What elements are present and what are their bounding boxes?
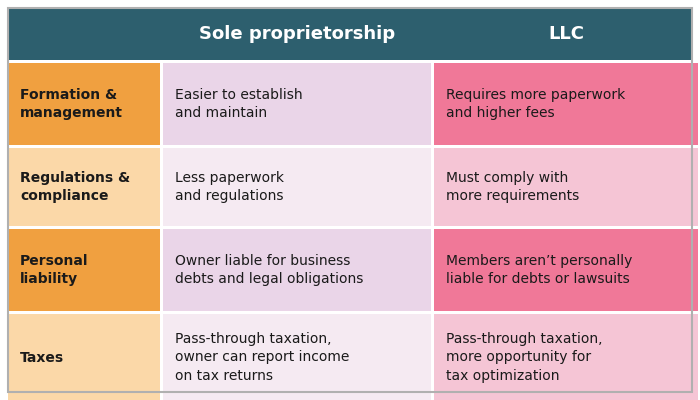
Text: Pass-through taxation,
owner can report income
on tax returns: Pass-through taxation, owner can report … — [175, 332, 349, 384]
Text: Sole proprietorship: Sole proprietorship — [199, 25, 395, 43]
Text: Must comply with
more requirements: Must comply with more requirements — [446, 170, 580, 204]
Text: Members aren’t personally
liable for debts or lawsuits: Members aren’t personally liable for deb… — [446, 254, 632, 286]
Text: LLC: LLC — [548, 25, 584, 43]
Text: Requires more paperwork
and higher fees: Requires more paperwork and higher fees — [446, 88, 625, 120]
Bar — [163, 314, 431, 400]
Bar — [434, 148, 698, 226]
Bar — [163, 63, 431, 145]
Text: Less paperwork
and regulations: Less paperwork and regulations — [175, 170, 284, 204]
Text: Regulations &
compliance: Regulations & compliance — [20, 170, 130, 204]
Text: Pass-through taxation,
more opportunity for
tax optimization: Pass-through taxation, more opportunity … — [446, 332, 603, 384]
Bar — [8, 63, 160, 145]
Bar — [434, 314, 698, 400]
Text: Formation &
management: Formation & management — [20, 88, 123, 120]
Bar — [434, 229, 698, 311]
Bar — [8, 229, 160, 311]
Bar — [434, 63, 698, 145]
Text: Taxes: Taxes — [20, 350, 64, 364]
Bar — [8, 8, 692, 60]
Bar — [163, 229, 431, 311]
Bar — [8, 148, 160, 226]
Text: Easier to establish
and maintain: Easier to establish and maintain — [175, 88, 302, 120]
Bar — [8, 314, 160, 400]
Text: Owner liable for business
debts and legal obligations: Owner liable for business debts and lega… — [175, 254, 363, 286]
Bar — [163, 148, 431, 226]
Text: Personal
liability: Personal liability — [20, 254, 88, 286]
